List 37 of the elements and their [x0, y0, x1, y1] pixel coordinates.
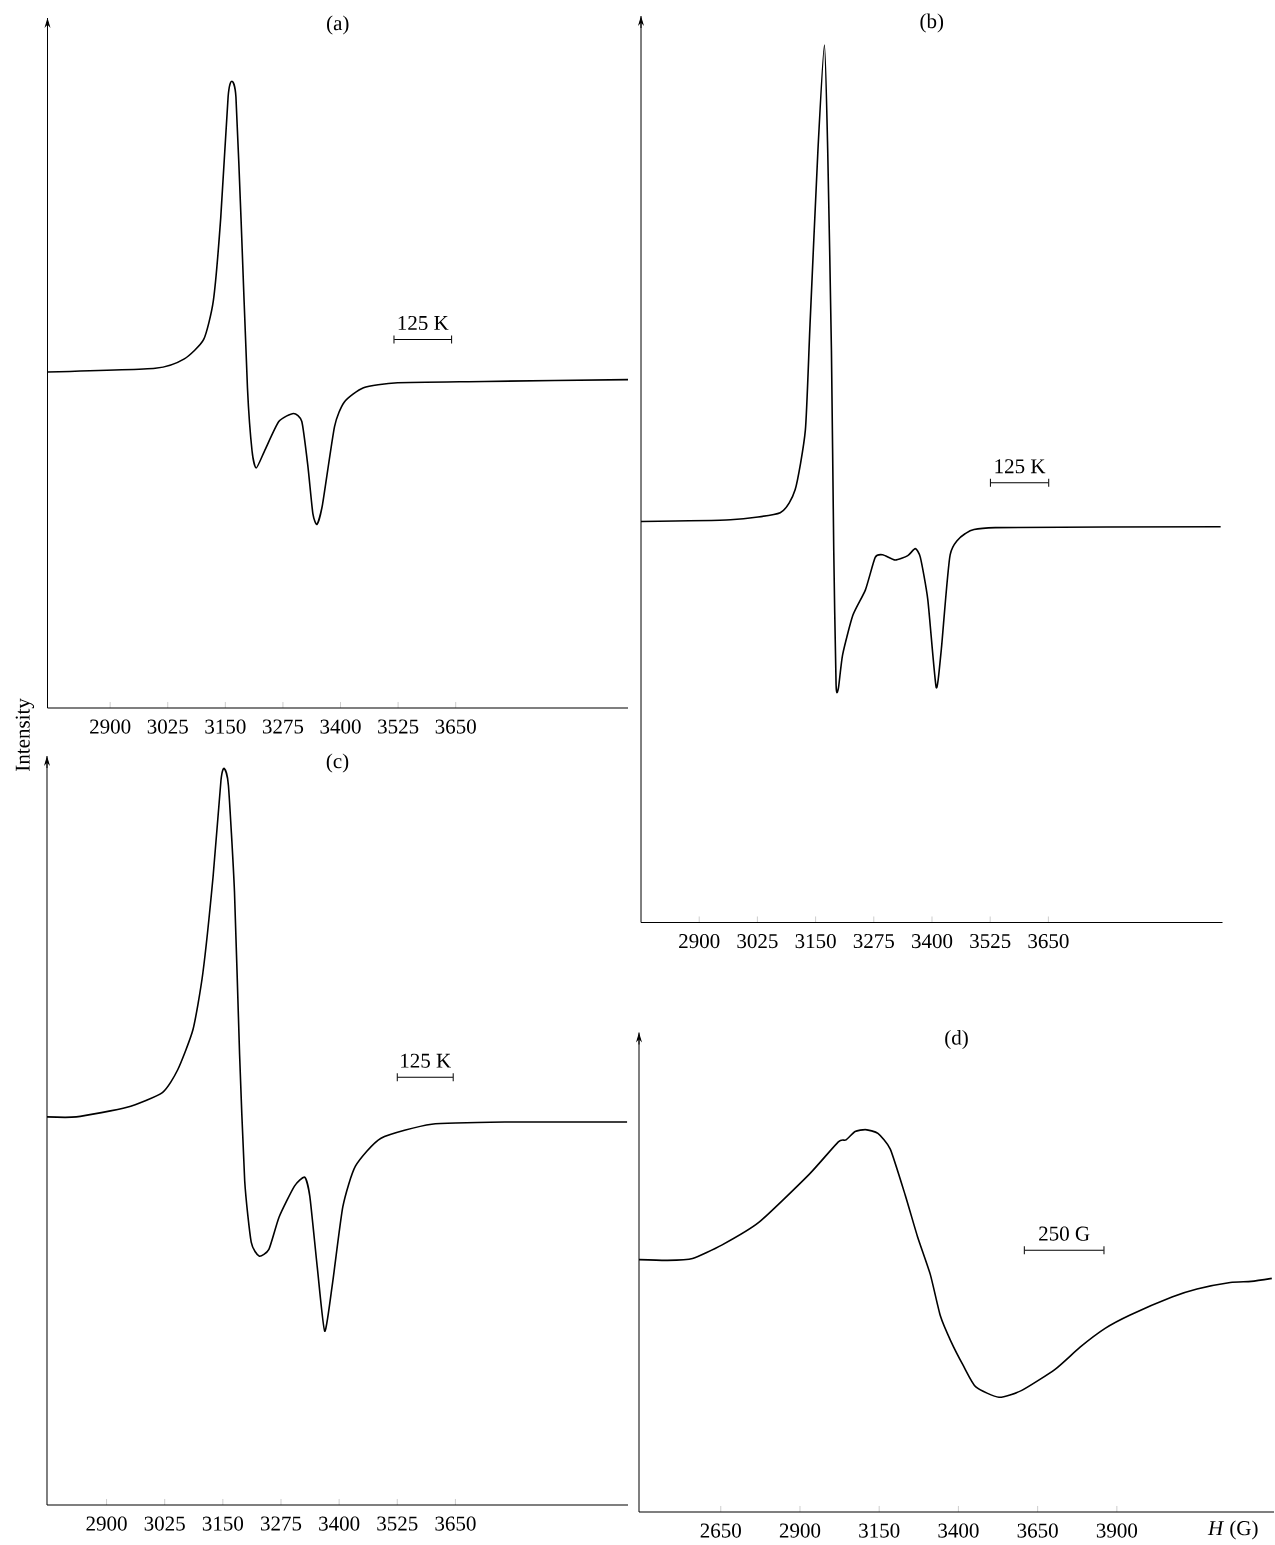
x-tick-label: 3150: [205, 719, 246, 734]
chart-title: (d): [945, 1030, 968, 1050]
x-tick-label: 3400: [319, 1516, 360, 1531]
x-tick-label: 3025: [737, 933, 778, 949]
x-tick-label: 3650: [1028, 933, 1069, 949]
x-tick-label: 3400: [912, 933, 953, 949]
x-tick-label: 3150: [859, 1523, 900, 1538]
x-tick-label: 3400: [938, 1523, 979, 1538]
x-tick-label: 3650: [435, 1516, 476, 1531]
annotation: 250 G: [1039, 1226, 1090, 1241]
chart-title: (a): [327, 15, 349, 35]
x-tick-label: 3525: [970, 934, 1011, 949]
x-tick-label: 3275: [853, 934, 894, 949]
chart-title: (b): [920, 13, 944, 33]
x-tick-label: 2900: [779, 1523, 821, 1538]
chart-title: (c): [326, 753, 349, 773]
annotation: 125 K: [398, 315, 449, 331]
x-tick-label: 3400: [320, 719, 361, 734]
x-tick-label: 3150: [202, 1516, 244, 1531]
x-tick-label: 3650: [1017, 1523, 1058, 1538]
x-tick-label: 3525: [378, 719, 419, 734]
annotation: 125 K: [401, 1053, 451, 1068]
annotation: 125 K: [995, 459, 1046, 474]
x-tick-label: 2900: [90, 719, 131, 734]
x-tick-label: 3650: [435, 719, 476, 734]
x-tick-label: 3150: [795, 933, 836, 949]
x-tick-label: 3900: [1096, 1523, 1138, 1538]
x-axis-title: H (G): [1207, 1520, 1258, 1540]
x-tick-label: 3025: [144, 1516, 185, 1531]
y-axis-title: Intensity: [15, 698, 35, 771]
x-tick-label: 3525: [377, 1516, 418, 1531]
x-tick-label: 3275: [262, 719, 304, 734]
x-tick-label: 3025: [147, 719, 188, 734]
x-tick-label: 2650: [700, 1523, 741, 1538]
x-tick-label: 3275: [260, 1516, 302, 1531]
x-tick-label: 2900: [86, 1516, 127, 1531]
x-tick-label: 2900: [679, 933, 720, 949]
